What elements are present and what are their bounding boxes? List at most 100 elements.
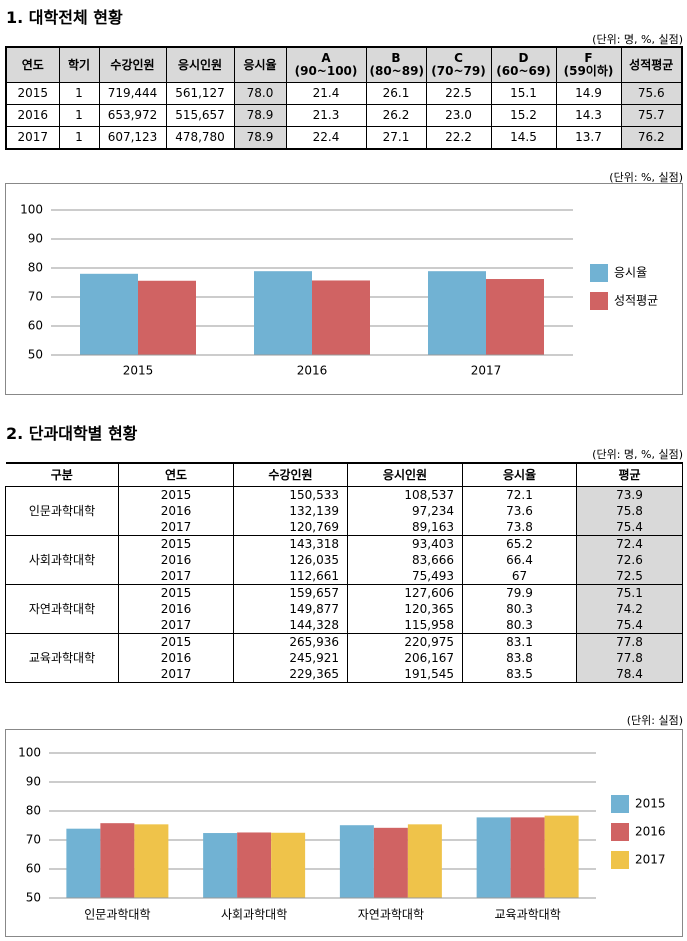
table-cell: 2016 (118, 503, 234, 519)
table-row: 2017 229,365 191,545 83.5 78.4 (6, 666, 683, 683)
table-row: 교육과학대학 2015 265,936 220,975 83.1 77.8 (5, 633, 683, 683)
summary-table: 연도 학기 수강인원 응시인원 응시율 A (90~100) B (80~89) C (70~… (5, 46, 683, 150)
table-cell: 80.3 (462, 601, 577, 617)
table-cell: 265,936 (233, 633, 348, 650)
bar (486, 279, 544, 355)
table-cell: 72.5 (576, 568, 683, 585)
section-title: 2. 단과대학별 현황 (6, 424, 138, 443)
legend-label: 2017 (635, 853, 666, 867)
table-cell: 22.4 (285, 126, 367, 150)
table-row: 2016 245,921 206,167 83.8 77.8 (6, 650, 683, 666)
bar (510, 817, 545, 898)
table-cell: 15.1 (490, 82, 557, 105)
table-row: 인문과학대학 2015 150,533 108,537 72.1 73.9 (5, 486, 683, 536)
header-cell: A (90~100) (285, 46, 367, 83)
table-cell: 2015 (118, 486, 234, 503)
table-cell: 79.9 (462, 584, 577, 601)
table-cell: 97,234 (347, 503, 463, 519)
header-cell: 응시율 (233, 46, 287, 83)
table-row: 2015 1 719,444 561,127 78.0 21.4 26.1 22.5 15.1 1… (5, 82, 683, 105)
table-cell: 115,958 (347, 617, 463, 634)
table-cell: 1 (58, 126, 100, 150)
x-tick-label: 2017 (471, 364, 502, 378)
table-cell: 112,661 (233, 568, 348, 585)
table-row: 2017 1 607,123 478,780 78.9 22.4 27.1 22.2 14.5 1… (5, 126, 683, 150)
x-tick-label: 인문과학대학 (84, 908, 150, 922)
table-cell: 607,123 (98, 126, 167, 150)
table-cell: 14.3 (555, 104, 622, 127)
bar (428, 271, 486, 355)
table-cell: 2015 (118, 633, 234, 650)
legend-swatch (611, 851, 629, 869)
table-cell: 78.0 (233, 82, 287, 105)
group-cell: 사회과학대학 (5, 535, 119, 585)
bar (373, 827, 408, 898)
header-cell: C (70~79) (425, 46, 492, 83)
bar (544, 815, 579, 898)
table-cell: 2015 (5, 82, 60, 105)
x-tick-label: 2015 (123, 364, 154, 378)
table-cell: 67 (462, 568, 577, 585)
table-cell: 120,365 (347, 601, 463, 617)
table-cell: 2015 (118, 535, 234, 552)
table-cell: 13.7 (555, 126, 622, 150)
group-cell: 인문과학대학 (5, 486, 119, 536)
table-cell: 83.8 (462, 650, 577, 666)
table-cell: 75.1 (576, 584, 683, 601)
y-tick-label: 60 (28, 319, 43, 333)
table-cell: 2016 (5, 104, 60, 127)
table-cell: 1 (58, 104, 100, 127)
y-tick-label: 100 (20, 203, 43, 217)
table-cell: 22.5 (425, 82, 492, 105)
table-cell: 26.1 (365, 82, 427, 105)
table-cell: 1 (58, 82, 100, 105)
legend-label: 성적평균 (614, 294, 658, 308)
table-cell: 26.2 (365, 104, 427, 127)
table-cell: 93,403 (347, 535, 463, 552)
table-row: 사회과학대학 2015 143,318 93,403 65.2 72.4 (5, 535, 683, 585)
header-cell: 연도 (118, 462, 234, 487)
table-cell: 66.4 (462, 552, 577, 568)
table-cell: 76.2 (620, 126, 683, 150)
table-cell: 23.0 (425, 104, 492, 127)
header-cell: 연도 (5, 46, 60, 83)
table-cell: 653,972 (98, 104, 167, 127)
table-row: 자연과학대학 2015 159,657 127,606 79.9 75.1 (5, 584, 683, 634)
header-cell: 학기 (58, 46, 100, 83)
header-cell: 구분 (5, 462, 119, 487)
table-cell: 75,493 (347, 568, 463, 585)
header-cell: 응시율 (462, 462, 577, 487)
table-row: 2016 149,877 120,365 80.3 74.2 (6, 601, 683, 617)
table-cell: 83,666 (347, 552, 463, 568)
table-cell: 229,365 (233, 666, 348, 683)
table-cell: 65.2 (462, 535, 577, 552)
chart-frame: 50 60 70 80 90 100 2015 2016 2017 응시율 성적평균 (5, 183, 683, 395)
y-tick-label: 80 (28, 261, 43, 275)
table-cell: 72.1 (462, 486, 577, 503)
unit-note: (단위: 실점) (626, 714, 683, 727)
legend-swatch (590, 264, 608, 282)
table-cell: 83.1 (462, 633, 577, 650)
table-cell: 74.2 (576, 601, 683, 617)
table-cell: 75.6 (620, 82, 683, 105)
x-tick-label: 교육과학대학 (495, 908, 561, 922)
bar (407, 824, 442, 898)
table-cell: 120,769 (233, 519, 348, 536)
y-tick-label: 70 (28, 290, 43, 304)
legend-label: 응시율 (614, 266, 647, 280)
table-cell: 78.4 (576, 666, 683, 683)
table-row: 2016 1 653,972 515,657 78.9 21.3 26.2 23.0 15.2 1… (5, 104, 683, 127)
group-cell: 교육과학대학 (5, 633, 119, 683)
legend-label: 2016 (635, 825, 666, 839)
table-cell: 191,545 (347, 666, 463, 683)
table-row: 2016 132,139 97,234 73.6 75.8 (6, 503, 683, 519)
y-tick-label: 100 (18, 746, 41, 760)
chart-frame: 50 60 70 80 90 100 인문과학대학 사회과학대학 자연과학대학 교육과학대학 201… (5, 729, 683, 937)
table-cell: 15.2 (490, 104, 557, 127)
bar (80, 273, 138, 355)
table-cell: 149,877 (233, 601, 348, 617)
bar (237, 832, 272, 898)
bar (134, 824, 169, 898)
